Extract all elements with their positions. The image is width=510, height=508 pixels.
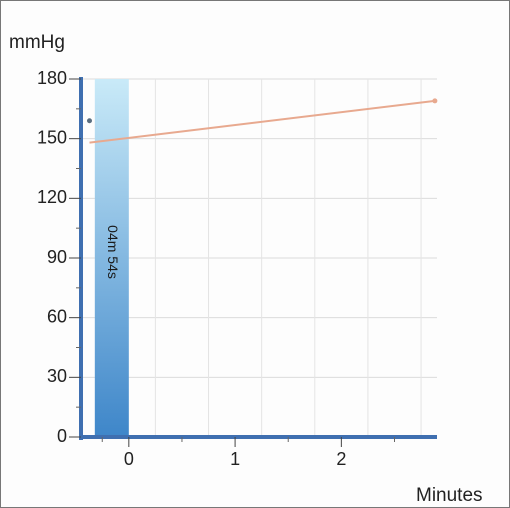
y-tick-label: 90 bbox=[47, 247, 67, 267]
x-tick-label: 0 bbox=[124, 449, 134, 469]
y-tick-label: 150 bbox=[37, 127, 67, 147]
bp-series-endpoint bbox=[432, 98, 438, 104]
y-tick-label: 60 bbox=[47, 306, 67, 326]
y-axis-label: mmHg bbox=[9, 32, 65, 53]
y-tick-label: 120 bbox=[37, 187, 67, 207]
duration-label: 04m 54s bbox=[105, 225, 121, 279]
y-tick-label: 30 bbox=[47, 366, 67, 386]
x-tick-label: 1 bbox=[230, 449, 240, 469]
x-tick-label: 2 bbox=[336, 449, 346, 469]
x-axis-label: Minutes bbox=[416, 485, 483, 506]
y-tick-label: 0 bbox=[57, 426, 67, 446]
bp-series-line bbox=[89, 99, 435, 144]
y-tick-label: 180 bbox=[37, 68, 67, 88]
data-point bbox=[87, 118, 93, 124]
